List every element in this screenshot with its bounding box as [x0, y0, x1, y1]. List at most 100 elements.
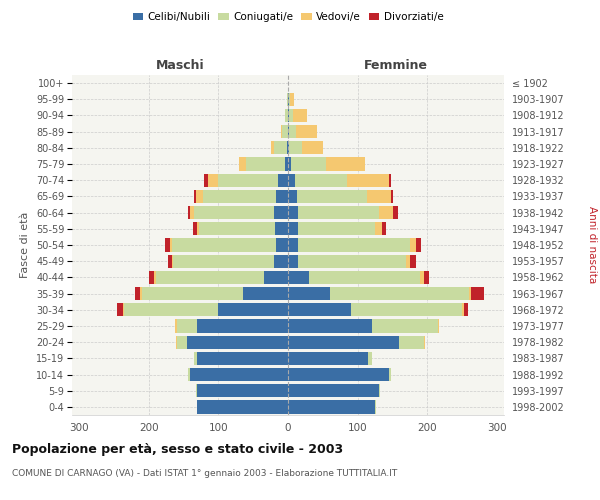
- Bar: [197, 400, 288, 413]
- Bar: [170, 238, 172, 252]
- Bar: [400, 336, 424, 349]
- Bar: [410, 254, 416, 268]
- Bar: [288, 238, 298, 252]
- Bar: [176, 320, 197, 332]
- Bar: [289, 125, 296, 138]
- Bar: [164, 238, 170, 252]
- Bar: [288, 141, 289, 154]
- Bar: [190, 368, 288, 381]
- Bar: [289, 141, 302, 154]
- Bar: [142, 287, 243, 300]
- Bar: [276, 190, 288, 203]
- Bar: [379, 384, 380, 398]
- Bar: [194, 352, 197, 365]
- Text: Popolazione per età, sesso e stato civile - 2003: Popolazione per età, sesso e stato civil…: [12, 442, 343, 456]
- Bar: [330, 287, 469, 300]
- Bar: [288, 109, 289, 122]
- Y-axis label: Fasce di età: Fasce di età: [20, 212, 31, 278]
- Bar: [424, 270, 430, 284]
- Bar: [288, 352, 368, 365]
- Bar: [421, 270, 424, 284]
- Bar: [389, 368, 391, 381]
- Text: Anni di nascita: Anni di nascita: [587, 206, 597, 284]
- Bar: [263, 270, 288, 284]
- Bar: [289, 92, 290, 106]
- Bar: [188, 206, 190, 220]
- Bar: [239, 158, 246, 170]
- Bar: [375, 400, 376, 413]
- Bar: [276, 238, 288, 252]
- Bar: [288, 174, 295, 187]
- Bar: [462, 303, 464, 316]
- Bar: [271, 141, 274, 154]
- Bar: [295, 174, 347, 187]
- Bar: [123, 303, 124, 316]
- Bar: [416, 238, 421, 252]
- Text: Femmine: Femmine: [364, 59, 428, 72]
- Bar: [288, 384, 379, 398]
- Bar: [296, 125, 317, 138]
- Bar: [281, 125, 283, 138]
- Bar: [288, 190, 297, 203]
- Bar: [275, 222, 288, 235]
- Bar: [326, 158, 365, 170]
- Bar: [149, 270, 154, 284]
- Bar: [469, 287, 471, 300]
- Bar: [218, 174, 278, 187]
- Bar: [283, 125, 288, 138]
- Bar: [117, 303, 123, 316]
- Text: COMUNE DI CARNAGO (VA) - Dati ISTAT 1° gennaio 2003 - Elaborazione TUTTITALIA.IT: COMUNE DI CARNAGO (VA) - Dati ISTAT 1° g…: [12, 469, 397, 478]
- Legend: Celibi/Nubili, Coniugati/e, Vedovi/e, Divorziati/e: Celibi/Nubili, Coniugati/e, Vedovi/e, Di…: [128, 8, 448, 26]
- Bar: [196, 384, 197, 398]
- Bar: [203, 190, 276, 203]
- Bar: [368, 352, 371, 365]
- Bar: [290, 92, 293, 106]
- Bar: [197, 320, 288, 332]
- Bar: [218, 303, 288, 316]
- Bar: [205, 174, 208, 187]
- Bar: [293, 109, 307, 122]
- Bar: [288, 400, 375, 413]
- Bar: [288, 158, 292, 170]
- Text: Maschi: Maschi: [155, 59, 205, 72]
- Bar: [193, 222, 197, 235]
- Bar: [424, 336, 425, 349]
- Bar: [188, 368, 190, 381]
- Bar: [288, 92, 289, 106]
- Bar: [288, 368, 389, 381]
- Bar: [124, 303, 218, 316]
- Bar: [288, 336, 400, 349]
- Bar: [285, 109, 288, 122]
- Bar: [154, 270, 155, 284]
- Bar: [289, 109, 293, 122]
- Bar: [172, 254, 173, 268]
- Bar: [197, 222, 199, 235]
- Bar: [391, 190, 393, 203]
- Bar: [392, 206, 398, 220]
- Bar: [287, 92, 288, 106]
- Bar: [274, 141, 287, 154]
- Bar: [246, 158, 284, 170]
- Bar: [309, 270, 421, 284]
- Bar: [375, 222, 382, 235]
- Bar: [187, 336, 288, 349]
- Bar: [371, 320, 438, 332]
- Bar: [298, 254, 406, 268]
- Bar: [351, 303, 462, 316]
- Bar: [175, 320, 176, 332]
- Bar: [274, 254, 288, 268]
- Bar: [410, 238, 416, 252]
- Bar: [135, 287, 140, 300]
- Bar: [298, 206, 379, 220]
- Bar: [288, 287, 330, 300]
- Bar: [194, 190, 196, 203]
- Bar: [288, 270, 309, 284]
- Bar: [243, 287, 288, 300]
- Bar: [199, 222, 275, 235]
- Bar: [302, 141, 323, 154]
- Bar: [389, 174, 391, 187]
- Bar: [168, 254, 172, 268]
- Bar: [347, 174, 389, 187]
- Bar: [464, 303, 468, 316]
- Bar: [140, 287, 142, 300]
